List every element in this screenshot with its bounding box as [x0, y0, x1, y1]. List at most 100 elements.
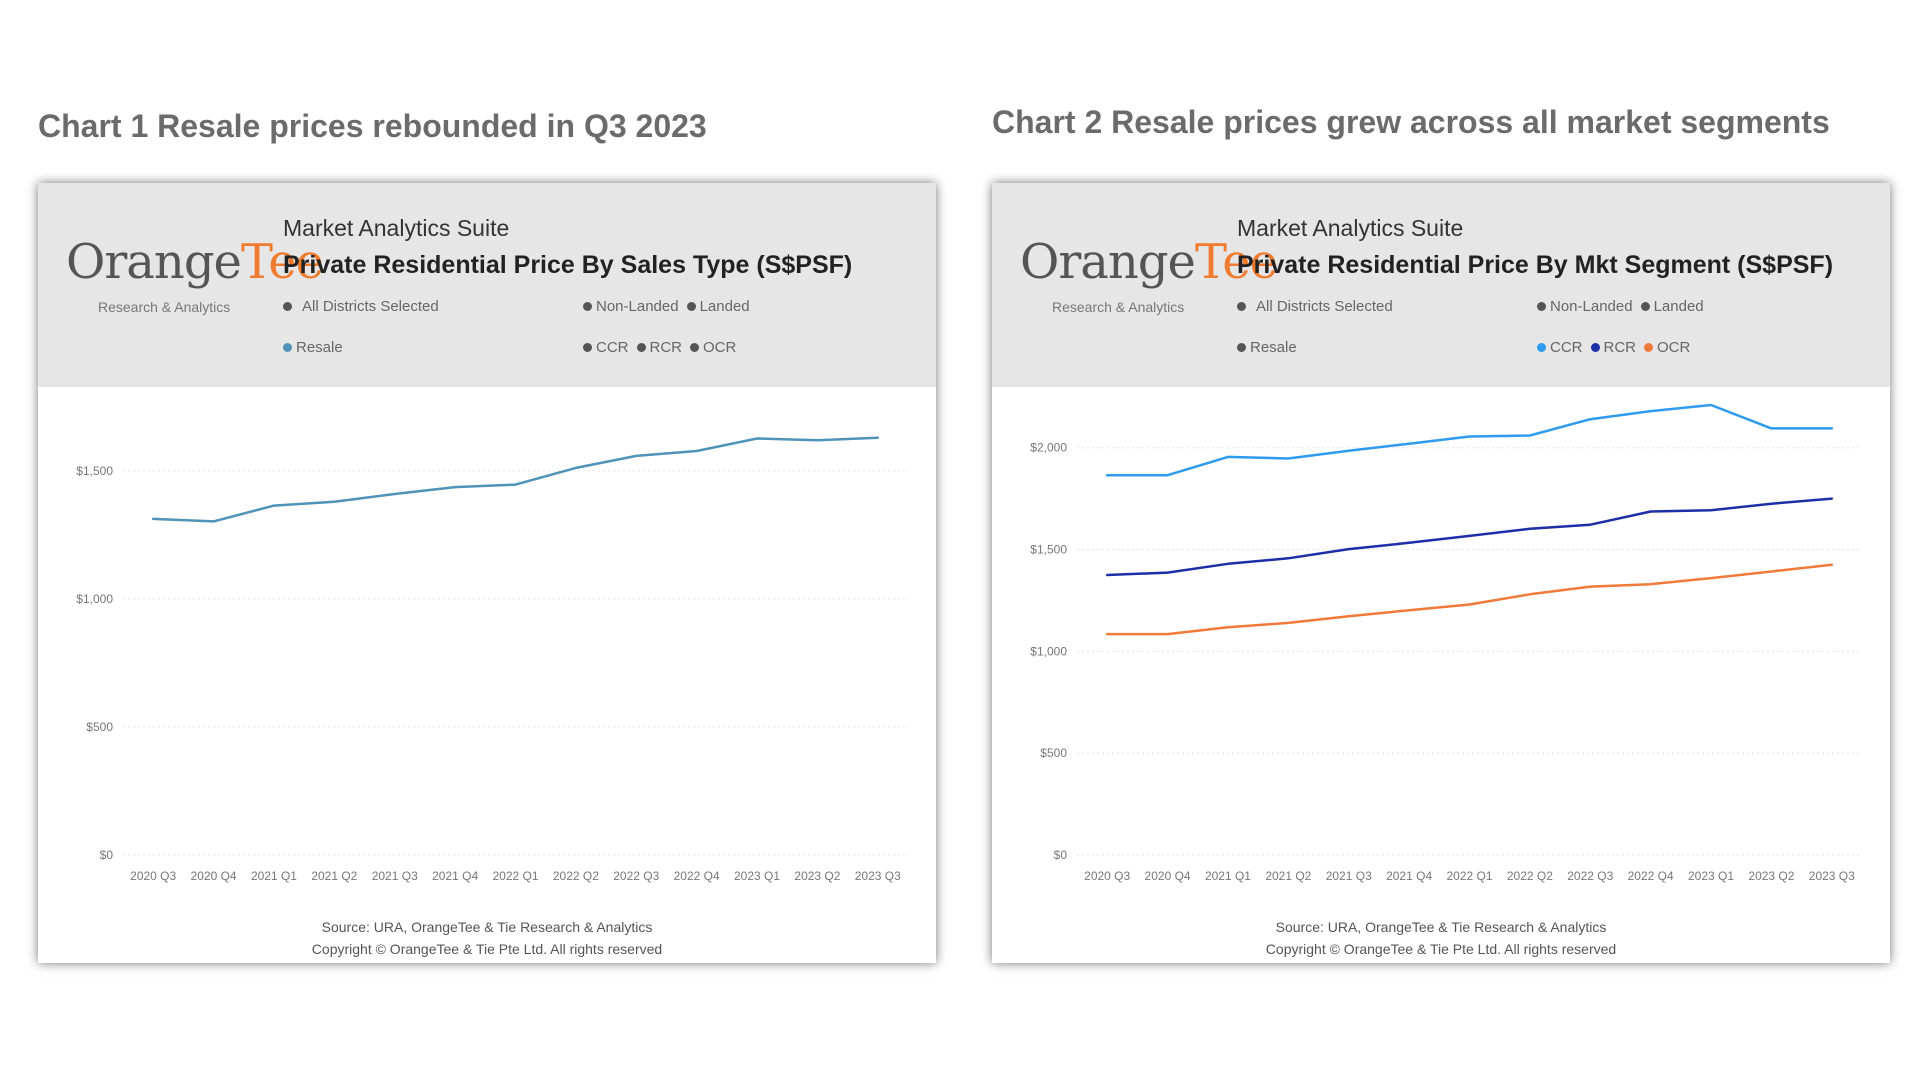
data-point-ocr[interactable]	[1226, 625, 1230, 629]
data-point-ocr[interactable]	[1588, 585, 1592, 589]
filter-non-landed[interactable]: Non-Landed	[596, 298, 679, 315]
filter-landed[interactable]: Landed	[1653, 298, 1704, 315]
data-point-ccr[interactable]	[1347, 449, 1351, 453]
data-point-resale[interactable]	[453, 485, 457, 489]
x-tick-label: 2023 Q1	[734, 869, 780, 883]
data-point-rcr[interactable]	[1226, 562, 1230, 566]
data-point-ccr[interactable]	[1407, 442, 1411, 446]
dot-icon	[283, 302, 292, 311]
data-point-ocr[interactable]	[1649, 582, 1653, 586]
series-line-ocr[interactable]	[1105, 563, 1834, 636]
x-tick-label: 2022 Q3	[613, 869, 659, 883]
data-point-resale[interactable]	[634, 454, 638, 458]
data-point-resale[interactable]	[212, 519, 216, 523]
data-point-ccr[interactable]	[1468, 435, 1472, 439]
filter-building-type[interactable]: Non-Landed Landed	[1537, 298, 1704, 315]
dot-icon	[283, 343, 292, 352]
data-point-ccr[interactable]	[1588, 417, 1592, 421]
data-point-ocr[interactable]	[1105, 632, 1109, 636]
data-point-resale[interactable]	[272, 504, 276, 508]
dot-icon	[690, 343, 699, 352]
x-tick-label: 2021 Q1	[251, 869, 297, 883]
data-point-resale[interactable]	[151, 517, 155, 521]
data-point-ocr[interactable]	[1407, 608, 1411, 612]
data-point-ccr[interactable]	[1286, 457, 1290, 461]
filter-ocr[interactable]: OCR	[1657, 339, 1691, 356]
data-point-ccr[interactable]	[1528, 434, 1532, 438]
data-point-rcr[interactable]	[1830, 497, 1834, 501]
x-tick-label: 2023 Q3	[855, 869, 901, 883]
filter-segments[interactable]: CCR RCR OCR	[1537, 339, 1690, 356]
data-point-ocr[interactable]	[1769, 570, 1773, 574]
dot-icon	[1237, 302, 1246, 311]
data-point-ocr[interactable]	[1286, 621, 1290, 625]
data-point-rcr[interactable]	[1588, 523, 1592, 527]
filter-ocr[interactable]: OCR	[703, 339, 737, 356]
series-line-resale[interactable]	[151, 436, 880, 523]
data-point-rcr[interactable]	[1407, 541, 1411, 545]
data-point-ocr[interactable]	[1468, 603, 1472, 607]
data-point-ccr[interactable]	[1830, 426, 1834, 430]
filter-districts[interactable]: All Districts Selected	[1237, 298, 1393, 315]
data-point-ccr[interactable]	[1226, 455, 1230, 459]
data-point-ocr[interactable]	[1830, 563, 1834, 567]
filter-ccr[interactable]: CCR	[1550, 339, 1583, 356]
data-point-rcr[interactable]	[1166, 571, 1170, 575]
data-point-resale[interactable]	[695, 449, 699, 453]
data-point-ocr[interactable]	[1528, 592, 1532, 596]
suite-label: Market Analytics Suite	[283, 215, 510, 241]
data-point-rcr[interactable]	[1709, 508, 1713, 512]
x-tick-label: 2022 Q2	[553, 869, 599, 883]
x-tick-label: 2023 Q1	[1688, 869, 1734, 883]
chart1-heading: Chart 1 Resale prices rebounded in Q3 20…	[38, 108, 707, 144]
filter-non-landed[interactable]: Non-Landed	[1550, 298, 1633, 315]
filter-rcr[interactable]: RCR	[1603, 339, 1637, 356]
data-point-ccr[interactable]	[1769, 426, 1773, 430]
data-point-rcr[interactable]	[1649, 509, 1653, 513]
chart1-header: OrangeTee Research & Analytics Market An…	[38, 183, 936, 387]
filter-resale[interactable]: Resale	[1237, 339, 1297, 356]
data-point-ocr[interactable]	[1347, 614, 1351, 618]
logo-subtitle: Research & Analytics	[98, 299, 231, 315]
data-point-ccr[interactable]	[1649, 409, 1653, 413]
filter-segments[interactable]: CCR RCR OCR	[583, 339, 736, 356]
data-point-rcr[interactable]	[1468, 534, 1472, 538]
x-tick-label: 2020 Q3	[1084, 869, 1130, 883]
data-point-resale[interactable]	[815, 438, 819, 442]
data-point-resale[interactable]	[574, 466, 578, 470]
dot-icon	[583, 343, 592, 352]
data-point-resale[interactable]	[332, 500, 336, 504]
y-tick-label: $0	[100, 848, 114, 862]
data-point-ocr[interactable]	[1166, 632, 1170, 636]
data-point-ocr[interactable]	[1709, 576, 1713, 580]
data-point-resale[interactable]	[755, 436, 759, 440]
data-point-ccr[interactable]	[1166, 473, 1170, 477]
data-point-resale[interactable]	[876, 436, 880, 440]
x-tick-label: 2021 Q4	[432, 869, 478, 883]
series-line-ccr[interactable]	[1105, 403, 1834, 477]
filter-resale[interactable]: Resale	[283, 339, 343, 356]
x-tick-label: 2020 Q4	[191, 869, 237, 883]
data-point-ccr[interactable]	[1709, 403, 1713, 407]
filter-districts[interactable]: All Districts Selected	[283, 298, 439, 315]
filter-landed[interactable]: Landed	[699, 298, 750, 315]
data-point-rcr[interactable]	[1347, 547, 1351, 551]
data-point-rcr[interactable]	[1105, 573, 1109, 577]
data-point-resale[interactable]	[393, 492, 397, 496]
data-point-rcr[interactable]	[1769, 502, 1773, 506]
chart2-source: Source: URA, OrangeTee & Tie Research & …	[1275, 919, 1607, 935]
series-line-rcr[interactable]	[1105, 497, 1834, 577]
filter-building-type[interactable]: Non-Landed Landed	[583, 298, 750, 315]
data-point-resale[interactable]	[514, 483, 518, 487]
data-point-rcr[interactable]	[1528, 527, 1532, 531]
dot-icon	[1640, 302, 1650, 311]
y-tick-label: $1,500	[76, 464, 113, 478]
chart1-source: Source: URA, OrangeTee & Tie Research & …	[321, 919, 653, 935]
suite-label: Market Analytics Suite	[1237, 215, 1464, 241]
data-point-rcr[interactable]	[1286, 556, 1290, 560]
filter-rcr[interactable]: RCR	[649, 339, 683, 356]
x-tick-label: 2021 Q3	[372, 869, 418, 883]
filter-ccr[interactable]: CCR	[596, 339, 629, 356]
data-point-ccr[interactable]	[1105, 473, 1109, 477]
chart1-panel: OrangeTee Research & Analytics Market An…	[38, 183, 936, 963]
